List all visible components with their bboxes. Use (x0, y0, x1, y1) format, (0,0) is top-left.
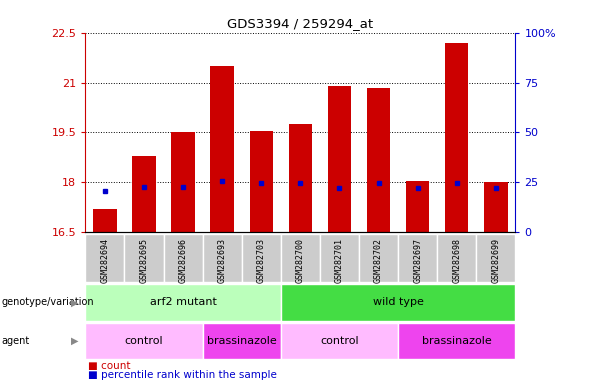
Bar (281, 284, 515, 321)
Text: GSM282702: GSM282702 (374, 238, 383, 283)
Text: genotype/variation: genotype/variation (1, 297, 94, 308)
Text: GSM282697: GSM282697 (413, 238, 422, 283)
Text: brassinazole: brassinazole (207, 336, 277, 346)
Bar (398, 234, 437, 282)
Bar (250, 131, 273, 232)
Text: GSM282696: GSM282696 (178, 238, 188, 283)
Bar (484, 182, 508, 232)
Bar (437, 234, 477, 282)
Title: GDS3394 / 259294_at: GDS3394 / 259294_at (227, 17, 373, 30)
Text: GSM282693: GSM282693 (218, 238, 227, 283)
Bar (203, 323, 281, 359)
Bar (164, 234, 203, 282)
Text: control: control (125, 336, 163, 346)
Bar (281, 323, 398, 359)
Bar (241, 234, 281, 282)
Bar (124, 234, 164, 282)
Text: arf2 mutant: arf2 mutant (150, 297, 217, 308)
Bar (210, 66, 234, 232)
Bar (398, 323, 515, 359)
Bar (133, 156, 155, 232)
Bar (93, 209, 117, 232)
Text: ■ count: ■ count (88, 361, 131, 371)
Bar (359, 234, 398, 282)
Bar (85, 284, 281, 321)
Bar (85, 323, 203, 359)
Text: GSM282703: GSM282703 (257, 238, 266, 283)
Bar (85, 234, 124, 282)
Text: GSM282701: GSM282701 (335, 238, 344, 283)
Text: ▶: ▶ (71, 336, 78, 346)
Bar (327, 86, 351, 232)
Text: ■ percentile rank within the sample: ■ percentile rank within the sample (88, 370, 277, 380)
Bar (320, 234, 359, 282)
Bar (406, 181, 429, 232)
Bar (445, 43, 468, 232)
Bar (171, 132, 195, 232)
Text: GSM282695: GSM282695 (140, 238, 148, 283)
Text: GSM282700: GSM282700 (296, 238, 305, 283)
Bar (289, 124, 312, 232)
Text: brassinazole: brassinazole (422, 336, 492, 346)
Bar (367, 88, 391, 232)
Text: control: control (320, 336, 359, 346)
Text: agent: agent (1, 336, 29, 346)
Bar (281, 234, 320, 282)
Text: wild type: wild type (373, 297, 423, 308)
Bar (203, 234, 241, 282)
Text: GSM282699: GSM282699 (491, 238, 500, 283)
Text: GSM282694: GSM282694 (101, 238, 110, 283)
Bar (477, 234, 515, 282)
Text: GSM282698: GSM282698 (452, 238, 461, 283)
Text: ▶: ▶ (71, 297, 78, 308)
